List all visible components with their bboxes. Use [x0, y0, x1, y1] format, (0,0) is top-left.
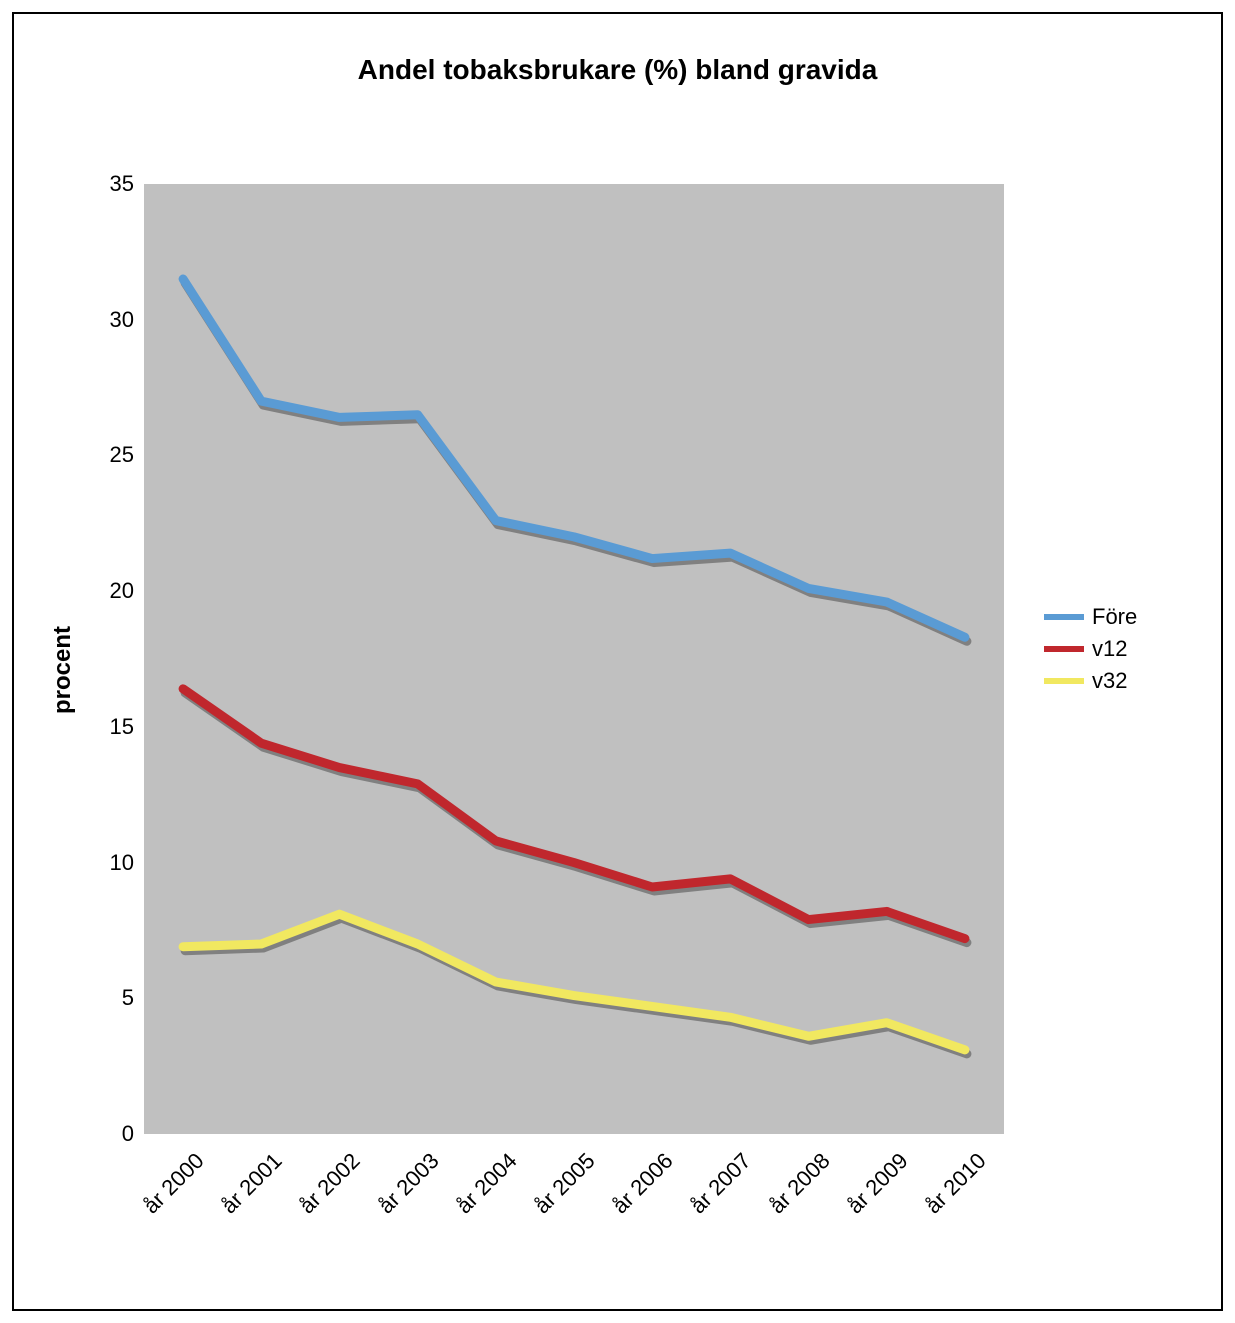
y-tick-label: 10 — [74, 850, 134, 876]
legend-label: Före — [1092, 604, 1137, 630]
chart-frame: Andel tobaksbrukare (%) bland gravida pr… — [12, 12, 1223, 1311]
y-tick-label: 35 — [74, 171, 134, 197]
y-tick-label: 0 — [74, 1121, 134, 1147]
legend-item: v12 — [1044, 636, 1137, 662]
y-tick-label: 20 — [74, 578, 134, 604]
legend-swatch — [1044, 646, 1084, 652]
chart-title: Andel tobaksbrukare (%) bland gravida — [14, 54, 1221, 86]
plot-area — [144, 184, 1004, 1134]
y-axis-label: procent — [49, 626, 77, 714]
legend-swatch — [1044, 678, 1084, 684]
x-tick-label: år 2000 — [50, 1148, 210, 1308]
x-tick-label: år 2009 — [753, 1148, 913, 1308]
x-tick-label: år 2006 — [519, 1148, 679, 1308]
legend-label: v32 — [1092, 668, 1127, 694]
x-tick-label: år 2010 — [831, 1148, 991, 1308]
x-tick-label: år 2005 — [441, 1148, 601, 1308]
legend-item: v32 — [1044, 668, 1137, 694]
chart-container: Andel tobaksbrukare (%) bland gravida pr… — [0, 0, 1235, 1323]
x-tick-label: år 2002 — [206, 1148, 366, 1308]
x-tick-label: år 2001 — [128, 1148, 288, 1308]
x-tick-label: år 2007 — [597, 1148, 757, 1308]
y-tick-label: 15 — [74, 714, 134, 740]
y-tick-label: 5 — [74, 985, 134, 1011]
x-tick-label: år 2003 — [284, 1148, 444, 1308]
y-tick-label: 30 — [74, 307, 134, 333]
legend-item: Före — [1044, 604, 1137, 630]
legend-swatch — [1044, 614, 1084, 620]
x-tick-label: år 2008 — [675, 1148, 835, 1308]
legend-label: v12 — [1092, 636, 1127, 662]
y-tick-label: 25 — [74, 442, 134, 468]
legend: Före v12 v32 — [1044, 604, 1137, 700]
x-tick-label: år 2004 — [362, 1148, 522, 1308]
